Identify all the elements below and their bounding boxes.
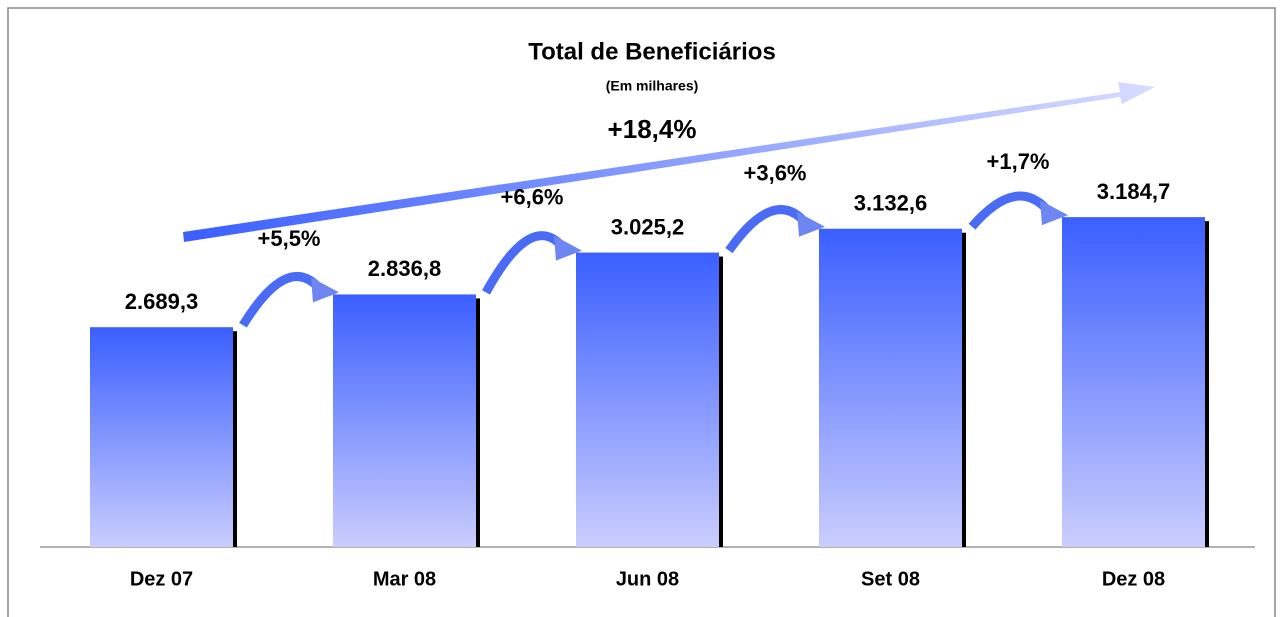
bar	[819, 228, 962, 547]
bar	[576, 252, 719, 547]
growth-label: +5,5%	[258, 226, 321, 251]
x-tick-label: Jun 08	[616, 568, 679, 590]
x-tick-label: Dez 07	[130, 568, 193, 590]
trend-arrow	[183, 82, 1155, 242]
growth-arrowhead	[797, 211, 825, 237]
bar-shadow	[1205, 221, 1209, 547]
bar	[90, 327, 233, 547]
frame	[7, 7, 1276, 617]
chart-subtitle: (Em milhares)	[606, 78, 699, 94]
x-tick-label: Dez 08	[1102, 568, 1165, 590]
x-tick-label: Mar 08	[373, 568, 436, 590]
growth-arrow	[968, 191, 1054, 230]
bar-shadow	[233, 331, 237, 547]
growth-arrow	[725, 205, 811, 254]
growth-arrowhead	[554, 235, 582, 261]
growth-arrow	[239, 272, 325, 328]
bar-shadow	[962, 232, 966, 547]
value-label: 3.025,2	[611, 214, 684, 239]
growth-arrow	[482, 231, 568, 295]
bar-shadow	[476, 298, 480, 547]
chart-title: Total de Beneficiários	[528, 38, 776, 65]
value-label: 3.184,7	[1097, 179, 1170, 204]
x-tick-label: Set 08	[861, 568, 920, 590]
bar	[333, 294, 476, 547]
growth-label: +6,6%	[501, 184, 564, 209]
growth-label: +1,7%	[987, 149, 1050, 174]
value-label: 3.132,6	[854, 191, 927, 216]
growth-label: +3,6%	[744, 161, 807, 186]
value-label: 2.689,3	[125, 289, 198, 314]
value-label: 2.836,8	[368, 256, 441, 281]
bar-shadow	[719, 256, 723, 547]
bar	[1062, 217, 1205, 547]
growth-arrowhead	[1040, 200, 1068, 226]
growth-arrowhead	[311, 277, 339, 303]
total-growth: +18,4%	[608, 114, 697, 144]
